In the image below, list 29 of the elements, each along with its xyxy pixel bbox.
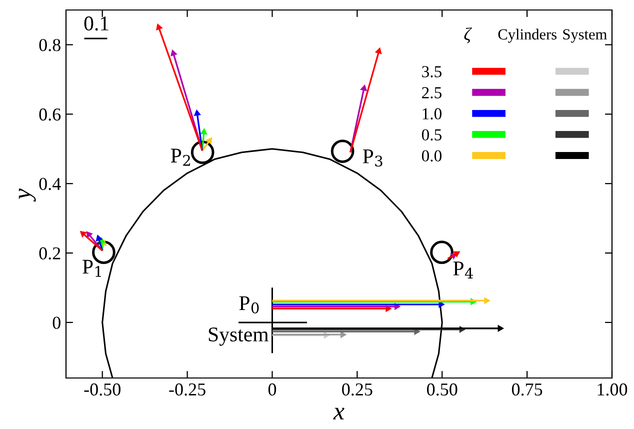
x-tick-label: 0 (268, 383, 276, 396)
y-tick-label: 0.6 (39, 108, 61, 121)
y-axis-title: y (18, 188, 36, 202)
y-tick-label: 0.2 (39, 247, 60, 260)
annotation: System (208, 327, 269, 346)
annotation: P$_{0}$ (239, 296, 259, 314)
legend-label: 2.5 (422, 87, 442, 98)
x-tick-label: 0.25 (342, 383, 372, 396)
y-tick-label: 0.4 (39, 178, 61, 190)
x-axis-title: x (333, 408, 344, 420)
x-tick-label: 1.00 (598, 383, 628, 396)
y-tick-label: 0.8 (39, 38, 60, 52)
annotation: P$_{3}$ (362, 150, 382, 167)
annotation: P$_{2}$ (170, 148, 190, 166)
x-tick-label: -0.50 (84, 383, 120, 396)
legend-label: 0.5 (422, 129, 442, 141)
annotation: Cylinders (498, 28, 557, 43)
annotation: 0.1 (84, 16, 108, 31)
x-tick-label: 0.50 (427, 383, 458, 396)
y-tick-label: 0 (52, 316, 60, 329)
x-tick-label: 0.75 (512, 383, 542, 396)
legend-label: 3.5 (422, 66, 442, 78)
legend-label: 1.0 (422, 108, 442, 120)
annotation: P$_{4}$ (453, 262, 474, 279)
x-tick-label: -0.25 (169, 383, 206, 396)
legend-title: ζ (464, 27, 472, 44)
annotation: System (563, 29, 607, 43)
annotation: P$_{1}$ (82, 260, 101, 277)
legend-label: 0.0 (422, 150, 442, 162)
